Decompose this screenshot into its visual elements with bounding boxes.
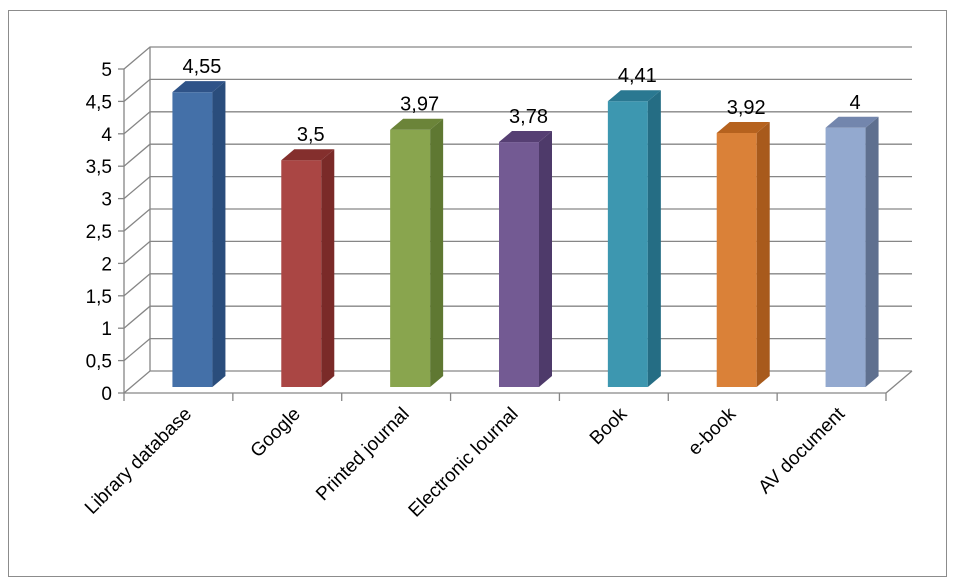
bar-2 bbox=[281, 149, 335, 387]
bar-top bbox=[607, 90, 661, 102]
y-tick-label: 2,5 bbox=[86, 222, 112, 243]
bar-side bbox=[539, 131, 552, 387]
data-label: 3,92 bbox=[727, 97, 766, 119]
bar-5 bbox=[607, 90, 661, 388]
category-label: Library database bbox=[81, 404, 196, 519]
y-tick-label: 1 bbox=[101, 319, 112, 340]
bars-layer bbox=[172, 81, 879, 388]
bar-side bbox=[865, 116, 879, 388]
bar-top bbox=[172, 81, 226, 93]
bar-front bbox=[281, 160, 322, 387]
data-label: 3,5 bbox=[297, 124, 325, 146]
category-label: Electronic lournal bbox=[405, 404, 523, 522]
bar-side bbox=[321, 149, 335, 387]
category-label: Printed journal bbox=[312, 404, 413, 505]
axes-layer: 00,511,522,533,544,55 bbox=[86, 47, 913, 405]
category-label: Google bbox=[247, 404, 305, 462]
data-label: 4,55 bbox=[182, 56, 221, 78]
bar-1 bbox=[172, 81, 226, 387]
bar-top bbox=[281, 149, 335, 161]
data-label: 3,97 bbox=[400, 94, 439, 116]
category-label: e-book bbox=[684, 403, 740, 459]
bar-4 bbox=[499, 131, 552, 387]
y-tick-label: 3,5 bbox=[86, 157, 112, 178]
y-tick-label: 3 bbox=[101, 190, 112, 211]
bar-side bbox=[430, 118, 444, 387]
bar-front bbox=[499, 142, 539, 387]
y-tick-label: 1,5 bbox=[86, 287, 112, 308]
bar-top bbox=[825, 116, 879, 128]
bar-front bbox=[716, 132, 757, 387]
bar-3 bbox=[390, 118, 444, 387]
y-tick-label: 5 bbox=[101, 60, 112, 81]
gridline bbox=[123, 46, 912, 70]
bar-front bbox=[607, 101, 648, 388]
floor-right-edge bbox=[885, 370, 913, 394]
gridline bbox=[123, 78, 912, 102]
data-label: 4,41 bbox=[618, 65, 657, 87]
bar-front bbox=[390, 129, 431, 387]
data-label: 3,78 bbox=[509, 106, 548, 128]
bar-front bbox=[172, 92, 213, 387]
bar-front bbox=[825, 127, 866, 388]
category-label: AV document bbox=[755, 403, 850, 498]
bar-top bbox=[390, 118, 444, 130]
category-label: Book bbox=[586, 403, 632, 449]
y-tick-label: 2 bbox=[101, 254, 112, 275]
y-tick-label: 4,5 bbox=[86, 92, 112, 113]
bar-side bbox=[212, 81, 226, 387]
bar-side bbox=[756, 121, 770, 387]
y-tick-label: 4 bbox=[101, 125, 112, 146]
y-tick-label: 0,5 bbox=[86, 352, 112, 373]
bar-top bbox=[716, 121, 770, 133]
bar-6 bbox=[716, 121, 770, 387]
bar-top bbox=[499, 131, 552, 143]
bar-7 bbox=[825, 116, 879, 388]
data-label: 4 bbox=[850, 92, 861, 114]
chart-frame bbox=[8, 10, 947, 577]
bar-side bbox=[647, 90, 661, 388]
y-tick-label: 0 bbox=[101, 384, 112, 405]
